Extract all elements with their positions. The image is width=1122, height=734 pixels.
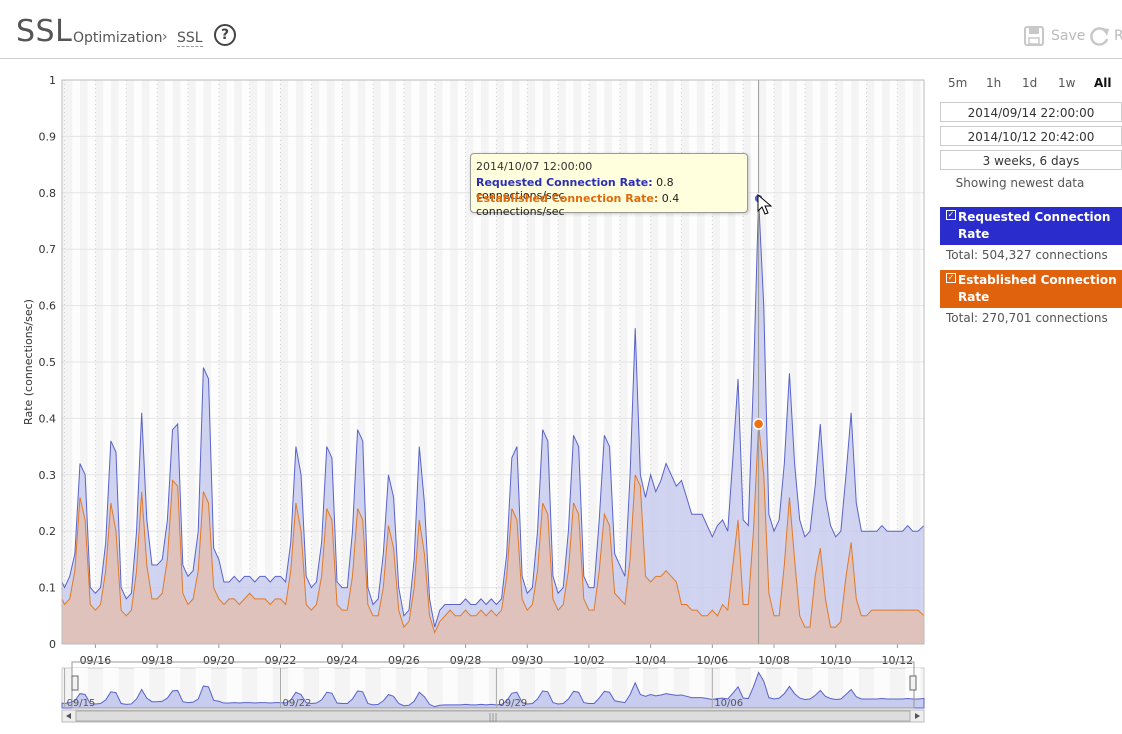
navigator-tick-label: 09/29 bbox=[498, 698, 527, 709]
x-tick-label: 09/30 bbox=[511, 654, 543, 667]
navigator-band bbox=[874, 668, 890, 708]
y-tick-label: 0.3 bbox=[39, 469, 57, 482]
x-tick-label: 10/08 bbox=[758, 654, 790, 667]
start-time-field[interactable]: 2014/09/14 22:00:00 bbox=[940, 102, 1122, 122]
requested-rate-line bbox=[61, 198, 925, 628]
navigator-band bbox=[442, 668, 458, 708]
tooltip-requested-value: 0.8 connections/sec bbox=[476, 176, 674, 202]
tooltip-requested: Requested Connection Rate: 0.8 connectio… bbox=[476, 176, 747, 202]
y-tick-label: 0.6 bbox=[39, 300, 57, 313]
y-tick-label: 1 bbox=[49, 74, 56, 87]
scroll-left-arrow-icon[interactable] bbox=[66, 713, 71, 719]
legend-established-label: Established Connection Rate bbox=[958, 273, 1117, 304]
breadcrumb-optimization[interactable]: Optimization bbox=[73, 30, 163, 46]
chart-tooltip: 2014/10/07 12:00:00 Requested Connection… bbox=[470, 153, 748, 218]
y-tick-label: 0.5 bbox=[39, 356, 57, 369]
y-axis-label: Rate (connections/sec) bbox=[22, 299, 35, 425]
x-tick-label: 10/02 bbox=[573, 654, 605, 667]
x-tick-label: 10/10 bbox=[820, 654, 852, 667]
data-status: Showing newest data bbox=[955, 176, 1085, 190]
save-button[interactable]: Save bbox=[1051, 28, 1086, 44]
x-tick-label: 10/12 bbox=[882, 654, 914, 667]
time-range-selector: 5m 1h 1d 1w All bbox=[940, 76, 1122, 96]
navigator-band bbox=[257, 668, 273, 708]
x-tick-label: 09/24 bbox=[326, 654, 358, 667]
navigator-band bbox=[473, 668, 489, 708]
checkbox-icon[interactable]: ✓ bbox=[946, 210, 956, 220]
x-tick-label: 09/18 bbox=[141, 654, 173, 667]
refresh-icon[interactable] bbox=[1089, 25, 1111, 47]
legend-requested-total: Total: 504,327 connections bbox=[946, 248, 1108, 262]
x-tick-label: 09/22 bbox=[265, 654, 297, 667]
tooltip-established-label: Established Connection Rate: bbox=[476, 192, 659, 205]
save-icon[interactable] bbox=[1024, 26, 1044, 46]
navigator-area bbox=[61, 671, 925, 709]
established-hover-marker bbox=[752, 418, 765, 430]
checkbox-icon[interactable]: ✓ bbox=[946, 273, 956, 283]
legend-requested-label: Requested Connection Rate bbox=[958, 210, 1111, 241]
scrollbar-grip-icon[interactable]: ||| bbox=[488, 713, 497, 723]
established-rate-area bbox=[62, 424, 924, 644]
y-tick-label: 0.4 bbox=[39, 412, 57, 425]
x-tick-label: 09/20 bbox=[203, 654, 235, 667]
breadcrumb-ssl[interactable]: SSL bbox=[177, 30, 203, 47]
end-time-field[interactable]: 2014/10/12 20:42:00 bbox=[940, 126, 1122, 146]
navigator-right-handle[interactable] bbox=[909, 675, 917, 691]
page-title: SSL bbox=[16, 14, 73, 49]
y-tick-label: 0.9 bbox=[39, 130, 57, 143]
connection-rate-chart[interactable]: 0 0.1 0.2 0.3 0.4 0.5 0.6 0.7 0.8 0.9 1 Rate (conne… bbox=[0, 60, 930, 734]
range-5m[interactable]: 5m bbox=[948, 76, 968, 90]
x-tick-label: 09/28 bbox=[450, 654, 482, 667]
range-1d[interactable]: 1d bbox=[1022, 76, 1038, 90]
legend-established[interactable]: ✓ Established Connection Rate bbox=[940, 270, 1122, 308]
y-tick-label: 0.8 bbox=[39, 187, 57, 200]
x-tick-label: 09/26 bbox=[388, 654, 420, 667]
scrollbar-thumb[interactable] bbox=[75, 710, 911, 722]
plot-border bbox=[61, 79, 925, 645]
y-tick-label: 0.2 bbox=[39, 525, 57, 538]
tooltip-established-value: 0.4 connections/sec bbox=[476, 192, 680, 218]
range-all[interactable]: All bbox=[1094, 76, 1112, 90]
x-tick-label: 10/04 bbox=[635, 654, 667, 667]
help-icon[interactable]: ? bbox=[214, 24, 236, 46]
scroll-right-arrow-icon[interactable] bbox=[915, 713, 920, 719]
range-1h[interactable]: 1h bbox=[986, 76, 1002, 90]
established-rate-line bbox=[61, 423, 925, 635]
legend-established-total: Total: 270,701 connections bbox=[946, 311, 1108, 325]
tooltip-date: 2014/10/07 12:00:00 bbox=[476, 160, 593, 173]
page-header: SSL Optimization › SSL ? Save R bbox=[0, 0, 1122, 59]
navigator-left-handle[interactable] bbox=[71, 675, 79, 691]
navigator-tick-label: 09/22 bbox=[282, 698, 311, 709]
y-tick-label: 0.1 bbox=[39, 582, 57, 595]
mouse-cursor-icon bbox=[757, 194, 773, 215]
duration-field[interactable]: 3 weeks, 6 days bbox=[940, 150, 1122, 170]
range-1w[interactable]: 1w bbox=[1058, 76, 1076, 90]
requested-rate-area bbox=[62, 198, 924, 644]
x-tick-label: 10/06 bbox=[696, 654, 728, 667]
y-tick-label: 0.7 bbox=[39, 243, 57, 256]
tooltip-requested-label: Requested Connection Rate: bbox=[476, 176, 653, 189]
x-tick-label: 09/16 bbox=[80, 654, 112, 667]
navigator-tick-label: 10/06 bbox=[714, 698, 743, 709]
navigator-tick-label: 09/15 bbox=[67, 698, 96, 709]
tooltip-established: Established Connection Rate: 0.4 connect… bbox=[476, 192, 747, 218]
refresh-button[interactable]: R bbox=[1114, 28, 1122, 44]
y-tick-label: 0 bbox=[49, 638, 56, 651]
navigator-band bbox=[226, 668, 242, 708]
legend-requested[interactable]: ✓ Requested Connection Rate bbox=[940, 207, 1122, 245]
breadcrumb-separator: › bbox=[162, 29, 168, 45]
